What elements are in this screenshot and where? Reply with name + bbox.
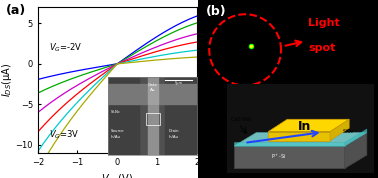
Polygon shape — [268, 119, 349, 132]
Text: P$^+$-Si: P$^+$-Si — [271, 152, 286, 161]
Text: 5μm: 5μm — [175, 81, 183, 85]
Text: In: In — [298, 120, 311, 133]
Y-axis label: $I_{DS}$(μA): $I_{DS}$(μA) — [0, 63, 14, 97]
Bar — [108, 84, 197, 104]
Text: (b): (b) — [206, 5, 226, 18]
Polygon shape — [345, 129, 367, 146]
Polygon shape — [234, 142, 345, 146]
Text: In/Au: In/Au — [168, 135, 178, 139]
Polygon shape — [234, 146, 345, 168]
X-axis label: $V_{DS}$(V): $V_{DS}$(V) — [101, 172, 133, 178]
Text: Light: Light — [308, 18, 340, 28]
Bar — [108, 77, 139, 155]
Text: Drain: Drain — [168, 129, 179, 133]
Polygon shape — [345, 133, 367, 168]
Text: SiO$_2$: SiO$_2$ — [342, 127, 354, 136]
Text: In/Au: In/Au — [110, 135, 121, 139]
Text: spot: spot — [308, 43, 335, 53]
Text: Source: Source — [110, 129, 124, 133]
Text: $V_G$=-2V: $V_G$=-2V — [49, 42, 82, 54]
Text: Gate: Gate — [148, 83, 158, 87]
Polygon shape — [234, 133, 367, 146]
Polygon shape — [268, 132, 330, 141]
Bar — [148, 77, 158, 155]
Bar — [166, 77, 197, 155]
Text: $V_G$=3V: $V_G$=3V — [49, 128, 79, 140]
Polygon shape — [234, 155, 367, 168]
Text: (a): (a) — [6, 4, 26, 17]
Text: Si-N$_x$: Si-N$_x$ — [110, 108, 122, 116]
Text: Au: Au — [150, 88, 156, 91]
Polygon shape — [330, 119, 349, 141]
Polygon shape — [234, 133, 367, 146]
Bar — [146, 112, 160, 125]
Bar — [148, 84, 158, 104]
Text: CdS NW: CdS NW — [231, 117, 251, 122]
